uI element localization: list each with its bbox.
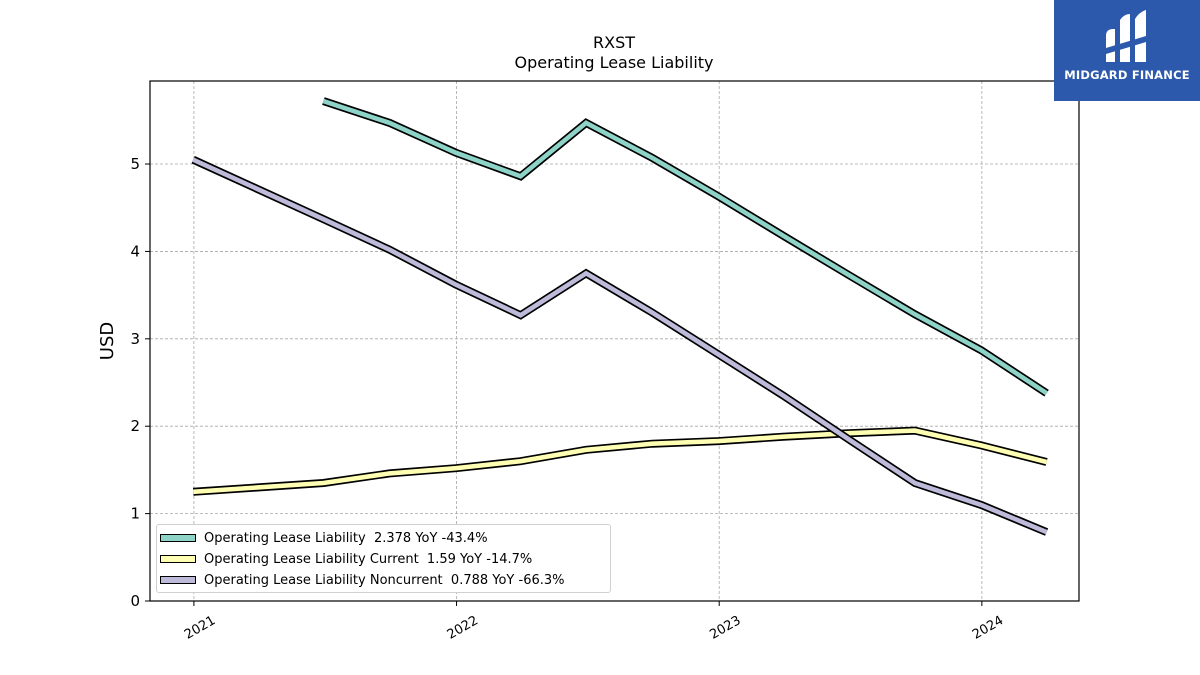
plot-frame: [149, 80, 1080, 602]
chart-title: RXST: [593, 33, 635, 52]
series-line-0: [322, 98, 1048, 396]
y-axis: 0 1 2 3 4 5: [130, 155, 150, 610]
chart-legend: Operating Lease Liability 2.378 YoY -43.…: [156, 524, 611, 593]
series-outline-2: [191, 156, 1049, 536]
y-tick-label: 4: [130, 242, 140, 260]
legend-item: Operating Lease Liability Current 1.59 Y…: [157, 549, 532, 569]
legend-label: Operating Lease Liability Current 1.59 Y…: [204, 551, 533, 567]
series-lines: [191, 97, 1049, 536]
legend-item: Operating Lease Liability Noncurrent 0.7…: [157, 570, 565, 590]
series-line-2: [192, 157, 1048, 535]
legend-swatch: [160, 576, 196, 584]
legend-item: Operating Lease Liability 2.378 YoY -43.…: [157, 528, 488, 548]
gridlines: [150, 81, 1079, 601]
y-tick-label: 3: [130, 330, 140, 348]
x-tick-label: 2023: [707, 613, 743, 643]
y-tick-label: 5: [130, 155, 140, 173]
midgard-logo-icon: [1054, 0, 1200, 101]
legend-swatch: [160, 555, 196, 563]
logo-text: MIDGARD FINANCE: [1064, 68, 1190, 82]
series-line-1: [193, 428, 1048, 495]
brand-logo: MIDGARD FINANCE: [1054, 0, 1200, 101]
chart-subtitle: Operating Lease Liability: [514, 53, 713, 72]
x-tick-label: 2024: [970, 613, 1006, 643]
x-tick-label: 2021: [182, 613, 218, 643]
y-tick-label: 1: [130, 505, 140, 523]
y-tick-label: 2: [130, 417, 140, 435]
legend-label: Operating Lease Liability 2.378 YoY -43.…: [204, 530, 488, 546]
x-tick-label: 2022: [445, 613, 481, 643]
series-outline-0: [322, 97, 1049, 397]
legend-label: Operating Lease Liability Noncurrent 0.7…: [204, 572, 565, 588]
y-tick-label: 0: [130, 592, 140, 610]
legend-swatch: [160, 534, 196, 542]
y-axis-label: USD: [97, 322, 118, 360]
x-axis: 2021 2022 2023 2024: [182, 601, 1006, 643]
